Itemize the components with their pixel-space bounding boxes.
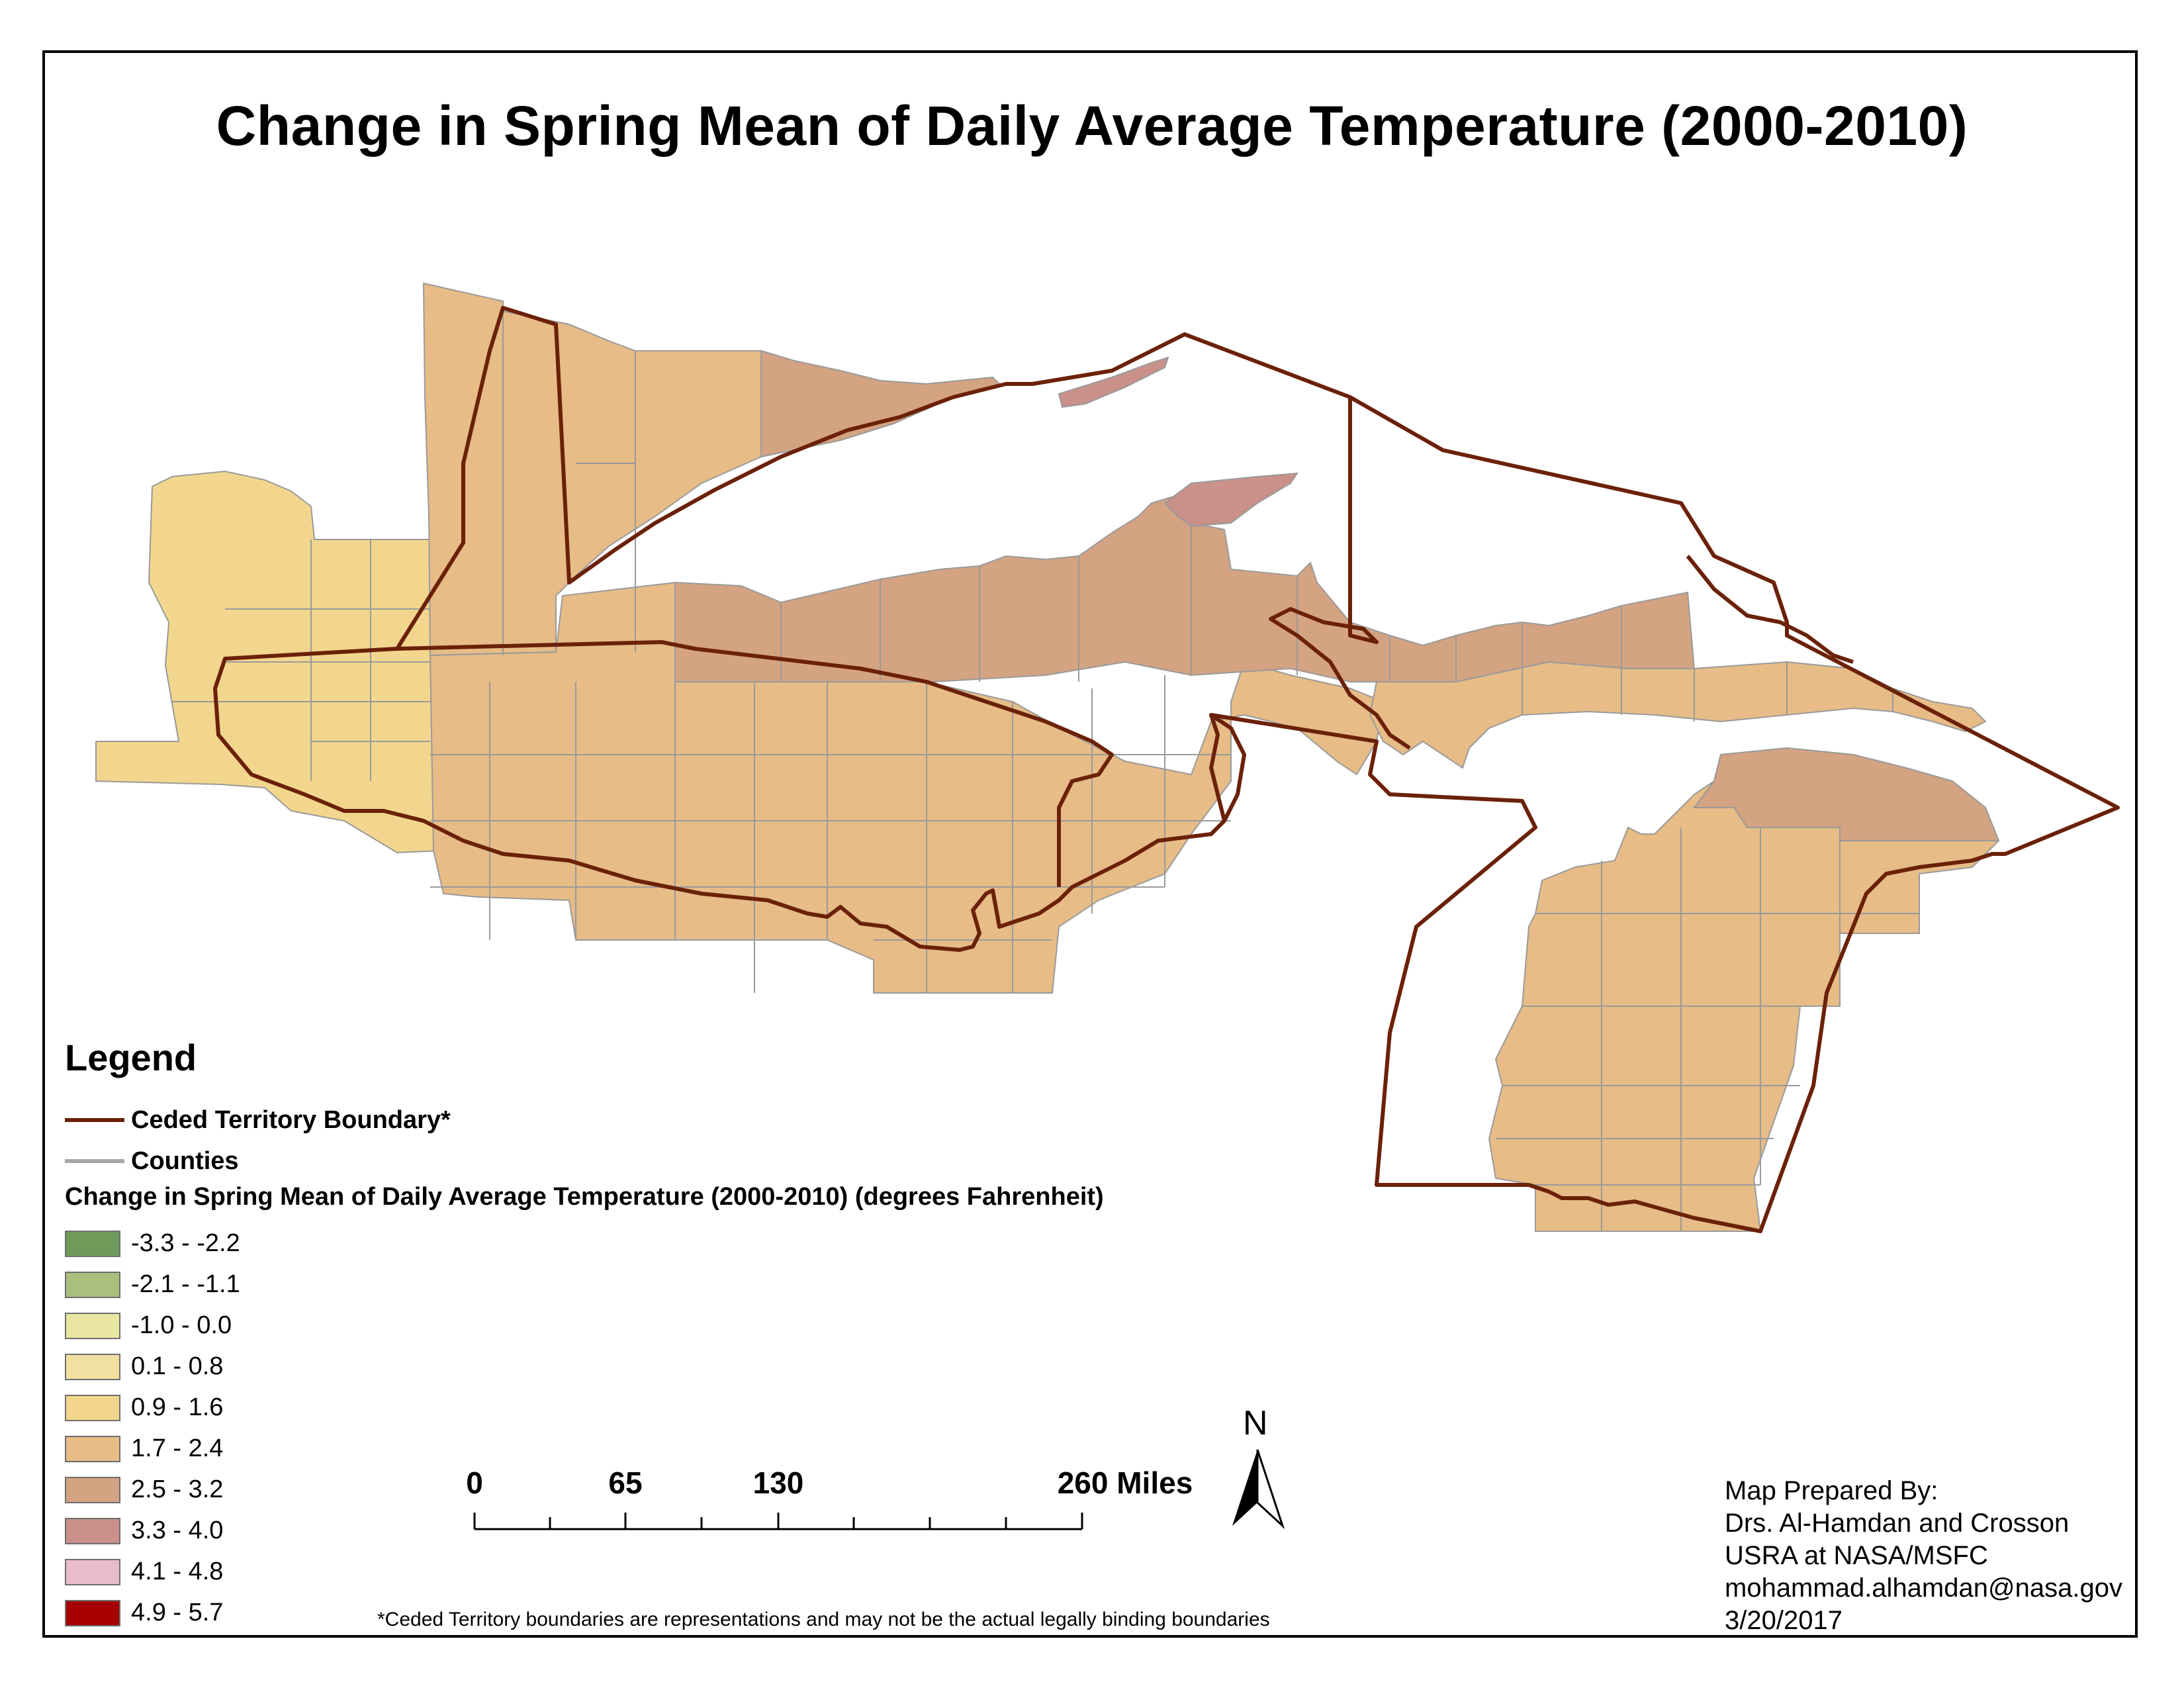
legend-class-label: -3.3 - -2.2 [131,1229,240,1257]
legend-class-label: 0.1 - 0.8 [131,1352,224,1380]
credit-line-3: USRA at NASA/MSFC [1725,1541,1988,1570]
legend-class-swatch [65,1313,120,1339]
legend-class-label: 3.3 - 4.0 [131,1517,224,1544]
credit-line-5: 3/20/2017 [1725,1606,1843,1635]
map-frame [42,50,2138,1638]
legend-class-swatch [65,1436,120,1462]
map-title: Change in Spring Mean of Daily Average T… [216,95,1968,157]
region-lower-michigan-north [1693,747,2000,841]
legend-class-label: -1.0 - 0.0 [131,1311,232,1339]
county-regions [95,282,2000,1232]
legend-class-label: -2.1 - -1.1 [131,1270,240,1298]
scale-label-260: 260 Miles [1058,1466,1193,1500]
legend-class-label: 1.7 - 2.4 [131,1434,224,1462]
scale-label-0: 0 [466,1466,483,1500]
north-arrow-icon [1232,1449,1285,1530]
legend-class-swatch [65,1600,120,1626]
region-isle-royale [1058,356,1169,408]
north-label: N [1243,1404,1268,1442]
ceded-boundary-line-swatch [65,1118,124,1122]
credit-line-4: mohammad.alhamdan@nasa.gov [1725,1573,2122,1603]
legend-title: Legend [65,1037,197,1078]
legend-class-label: 2.5 - 3.2 [131,1476,224,1503]
county-lines [172,311,1919,1231]
scale-label-130: 130 [753,1466,804,1500]
legend-class-swatch [65,1518,120,1544]
legend-label-ceded-boundary: Ceded Territory Boundary* [131,1106,451,1134]
footnote: *Ceded Territory boundaries are represen… [377,1609,1270,1630]
credit-line-1: Map Prepared By: [1725,1476,1938,1505]
legend-class-label: 0.9 - 1.6 [131,1393,224,1421]
legend-class-swatch [65,1272,120,1298]
legend-class-swatch [65,1559,120,1585]
legend-label-counties: Counties [131,1147,239,1175]
region-north-shore [760,350,1001,458]
credit-block: Map Prepared By: Drs. Al-Hamdan and Cros… [1725,1475,2122,1637]
region-keweenaw [1163,472,1298,528]
region-wisconsin [429,581,1385,994]
legend-class-swatch [65,1231,120,1257]
ceded-territory-boundary [213,306,2120,1233]
legend-class-label: 4.9 - 5.7 [131,1599,224,1626]
credit-line-2: Drs. Al-Hamdan and Crosson [1725,1509,2070,1538]
region-eastern-up [1369,661,1987,769]
legend-class-swatch [65,1354,120,1380]
legend-class-swatch [65,1395,120,1421]
legend-classes-title: Change in Spring Mean of Daily Average T… [65,1183,1104,1211]
counties-line-swatch [65,1159,124,1163]
scale-label-65: 65 [608,1466,642,1500]
legend-class-swatch [65,1477,120,1503]
legend-class-label: 4.1 - 4.8 [131,1558,224,1585]
